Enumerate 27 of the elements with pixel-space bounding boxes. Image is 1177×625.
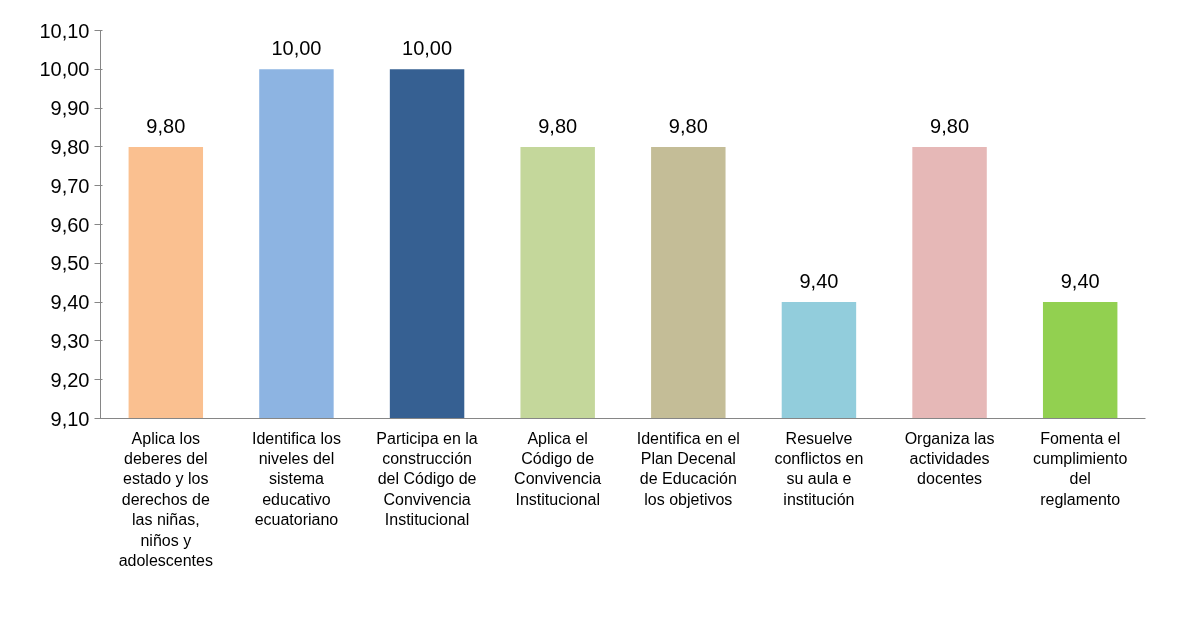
x-tick-label: Identifica los niveles del sistema educativo ecuatoriano <box>251 429 341 529</box>
y-tick-label: 9,80 <box>50 135 90 158</box>
x-tick-label: Resuelve conflictos en su aula e institución <box>774 429 864 508</box>
y-tick-label: 9,90 <box>50 97 90 120</box>
y-tick-label: 9,60 <box>50 213 90 236</box>
x-tick-label: Aplica el Código de Convivencia Institucional <box>514 429 602 508</box>
y-tick-label: 9,50 <box>50 252 90 275</box>
x-tick-label: Organiza las actividades docentes <box>904 429 995 488</box>
x-tick-label: Aplica los deberes del estado y los derechos de las niñas, niños y adolescentes <box>118 429 213 569</box>
y-tick-label: 9,70 <box>50 174 90 197</box>
x-tick-label: Identifica en el Plan Decenal de Educación los objetivos <box>636 429 740 508</box>
y-tick-label: 10,10 <box>39 19 90 42</box>
y-tick-label: 9,40 <box>50 291 90 314</box>
y-tick-label: 9,20 <box>50 368 90 391</box>
data-label: 9,80 <box>146 114 186 137</box>
data-label: 10,00 <box>271 37 322 60</box>
x-tick-label: Fomenta el cumplimiento del reglamento <box>1033 429 1128 508</box>
y-tick-label: 9,30 <box>50 329 90 352</box>
data-label: 9,40 <box>799 270 839 293</box>
data-label: 10,00 <box>402 37 453 60</box>
data-label: 9,80 <box>668 114 708 137</box>
y-tick-label: 9,10 <box>50 407 90 430</box>
y-tick-label: 10,00 <box>39 58 90 81</box>
data-label: 9,40 <box>1060 270 1100 293</box>
data-label: 9,80 <box>538 114 578 137</box>
x-tick-label: Participa en la construcción del Código de Convivencia Institucional <box>376 429 478 529</box>
data-label: 9,80 <box>930 114 970 137</box>
